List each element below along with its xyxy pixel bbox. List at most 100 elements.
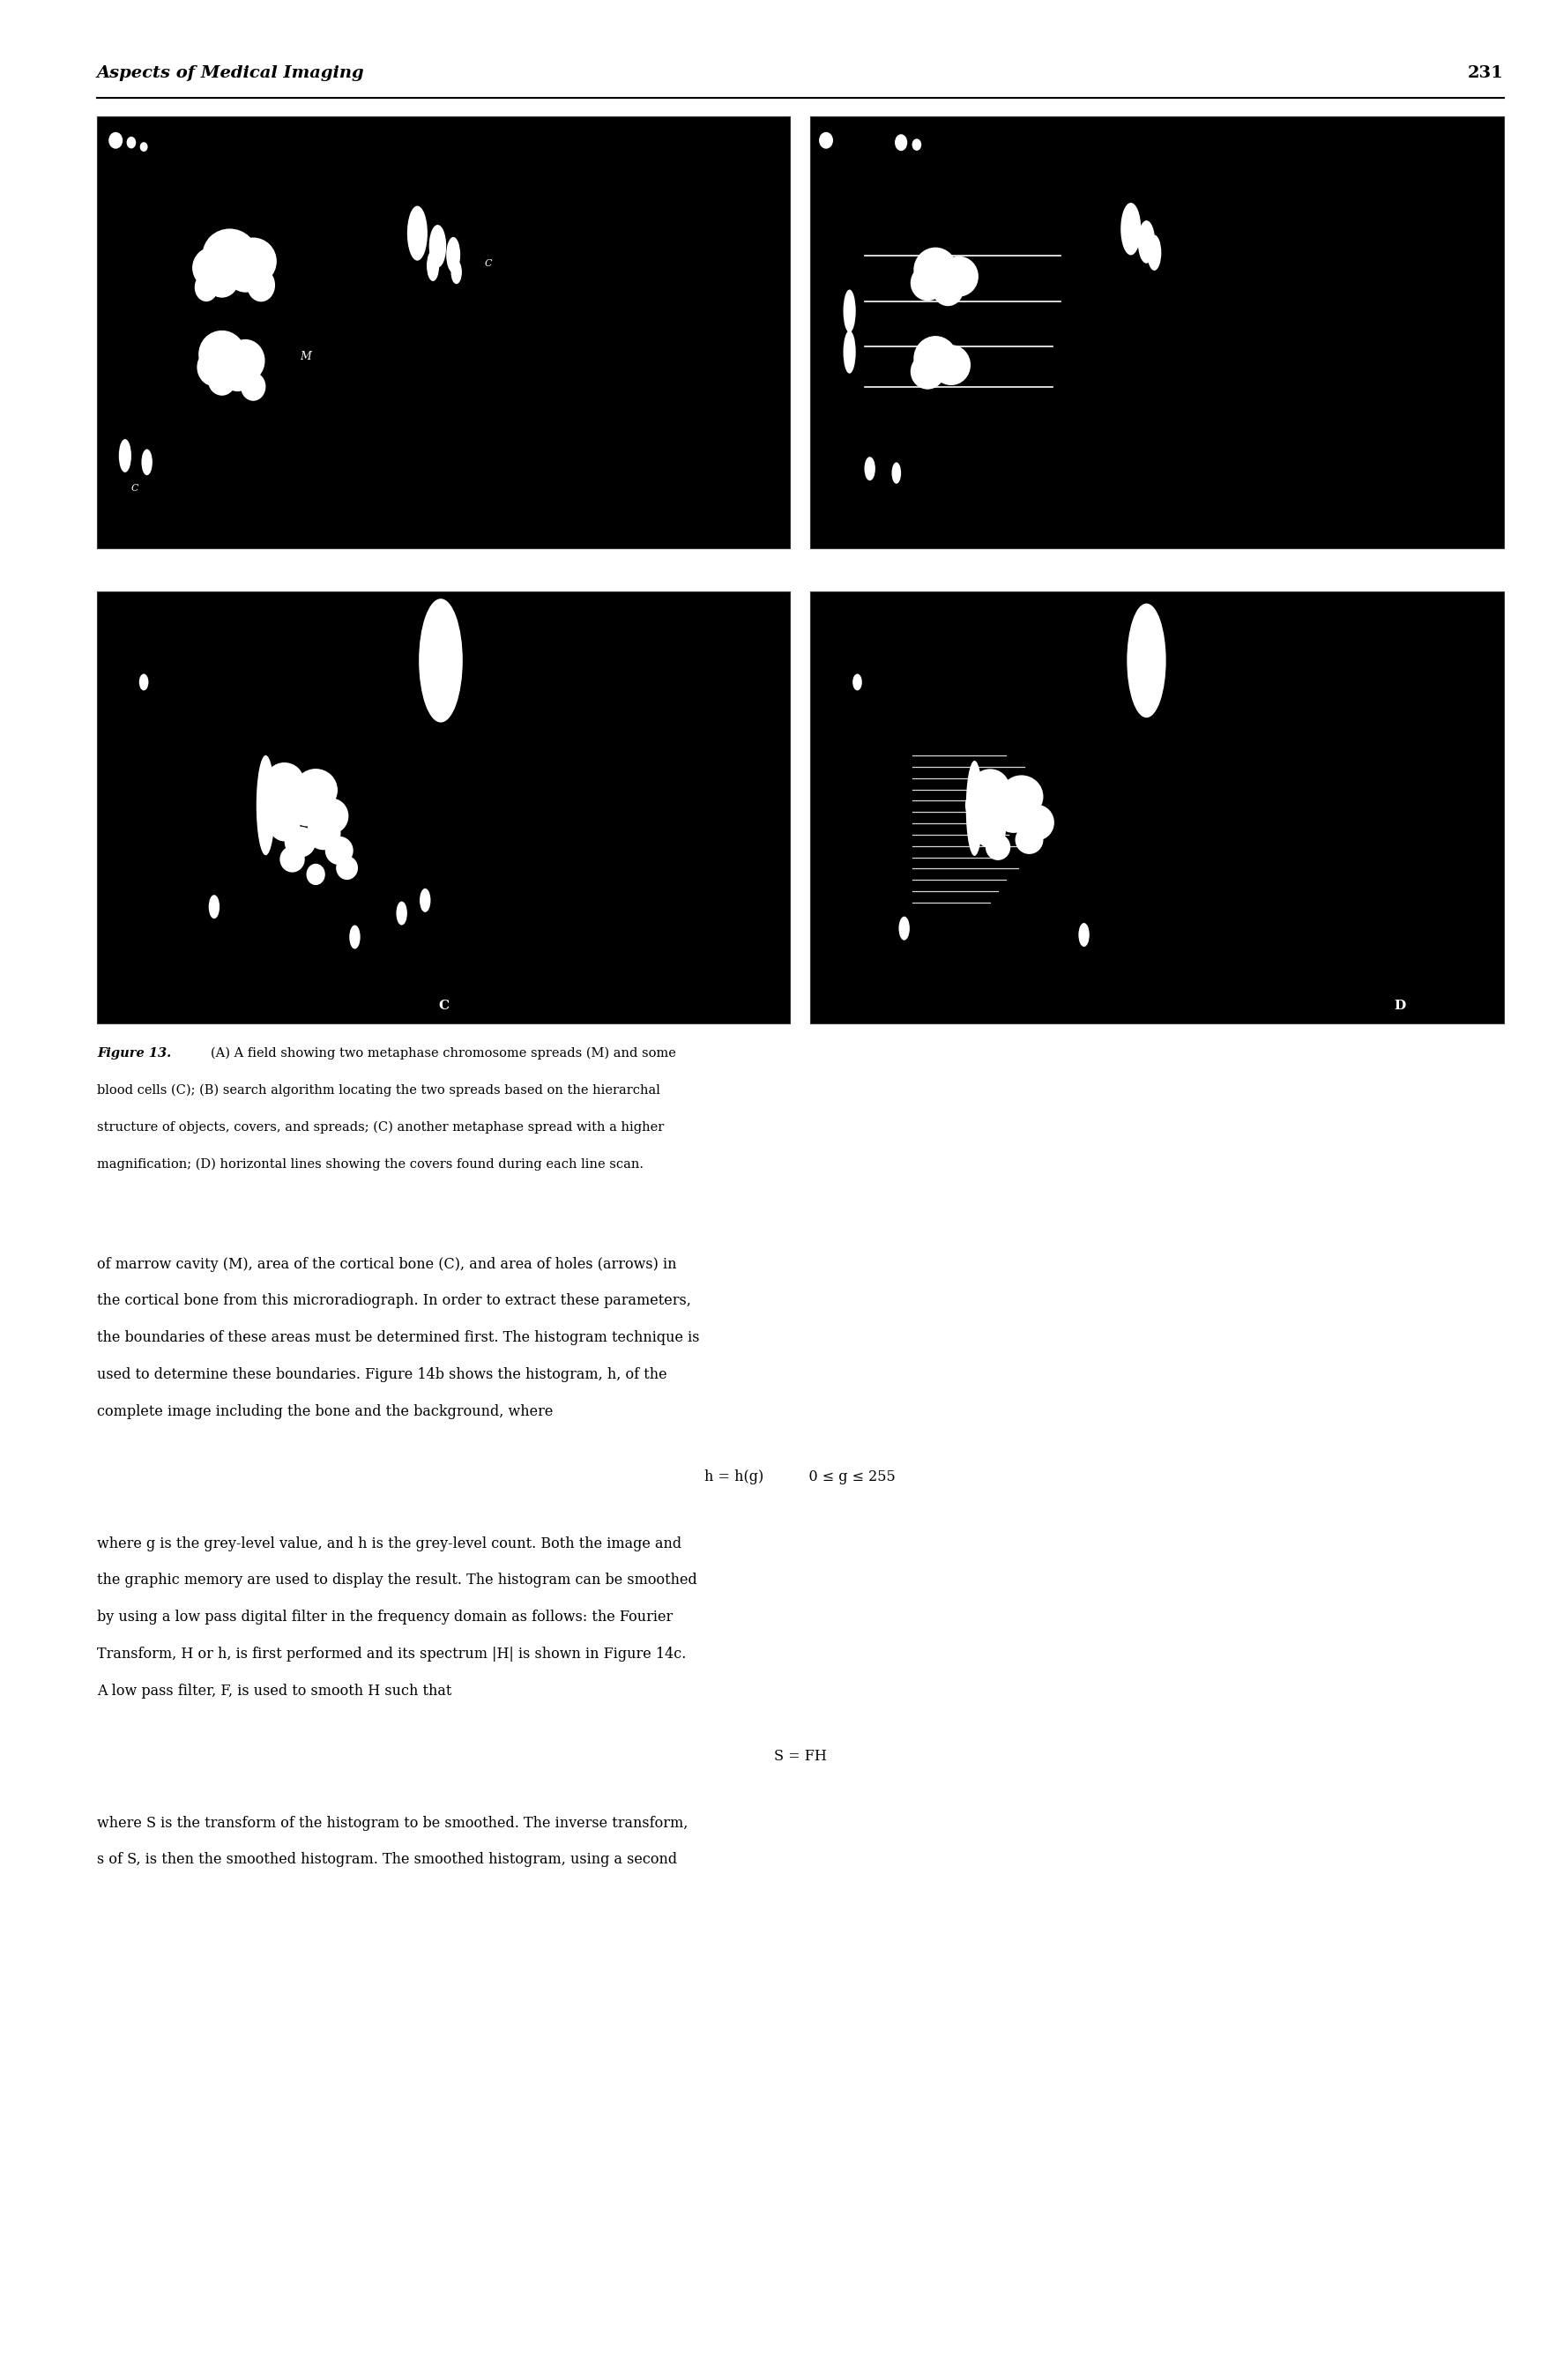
Ellipse shape	[225, 252, 266, 293]
Ellipse shape	[119, 438, 131, 471]
Ellipse shape	[932, 274, 963, 307]
Ellipse shape	[306, 864, 325, 885]
Ellipse shape	[1138, 221, 1155, 264]
Ellipse shape	[911, 355, 944, 390]
Ellipse shape	[209, 895, 219, 919]
Text: where g is the grey-level value, and h is the grey-level count. Both the image a: where g is the grey-level value, and h i…	[97, 1535, 681, 1552]
Ellipse shape	[408, 207, 428, 262]
Ellipse shape	[139, 674, 148, 690]
Ellipse shape	[294, 769, 338, 812]
Ellipse shape	[844, 290, 857, 333]
Text: where S is the transform of the histogram to be smoothed. The inverse transform,: where S is the transform of the histogra…	[97, 1816, 688, 1830]
Ellipse shape	[844, 331, 857, 374]
Ellipse shape	[194, 274, 219, 302]
Text: 231: 231	[1468, 64, 1504, 81]
Ellipse shape	[1127, 605, 1166, 719]
Text: (A) A field showing two metaphase chromosome spreads (M) and some: (A) A field showing two metaphase chromo…	[211, 1047, 677, 1059]
Text: the graphic memory are used to display the result. The histogram can be smoothed: the graphic memory are used to display t…	[97, 1573, 697, 1587]
Ellipse shape	[222, 355, 253, 390]
Ellipse shape	[966, 762, 983, 857]
Text: magnification; (D) horizontal lines showing the covers found during each line sc: magnification; (D) horizontal lines show…	[97, 1159, 644, 1171]
Ellipse shape	[864, 457, 875, 481]
Ellipse shape	[452, 259, 463, 283]
Text: the cortical bone from this microradiograph. In order to extract these parameter: the cortical bone from this microradiogr…	[97, 1295, 691, 1309]
Ellipse shape	[141, 143, 147, 152]
Text: C: C	[131, 483, 139, 493]
Ellipse shape	[932, 345, 971, 386]
Ellipse shape	[971, 769, 1010, 807]
Text: the boundaries of these areas must be determined first. The histogram technique : the boundaries of these areas must be de…	[97, 1330, 700, 1345]
Ellipse shape	[199, 331, 245, 378]
Text: D: D	[1394, 1000, 1405, 1012]
Ellipse shape	[1016, 826, 1044, 854]
Text: Aspects of Medical Imaging: Aspects of Medical Imaging	[97, 64, 364, 81]
Bar	[810, 593, 1504, 1023]
Ellipse shape	[994, 795, 1033, 833]
Ellipse shape	[109, 131, 122, 148]
Ellipse shape	[427, 250, 439, 281]
Ellipse shape	[259, 781, 294, 816]
Ellipse shape	[205, 259, 239, 298]
Ellipse shape	[142, 450, 153, 476]
Text: A low pass filter, F, is used to smooth H such that: A low pass filter, F, is used to smooth …	[97, 1683, 452, 1699]
Ellipse shape	[230, 238, 277, 286]
Bar	[810, 117, 1504, 550]
Ellipse shape	[203, 228, 256, 281]
Text: C: C	[438, 1000, 449, 1012]
Ellipse shape	[225, 340, 266, 383]
Ellipse shape	[264, 762, 303, 800]
Ellipse shape	[197, 347, 231, 386]
Text: Figure 13.: Figure 13.	[97, 1047, 172, 1059]
Ellipse shape	[447, 238, 461, 274]
Ellipse shape	[256, 754, 275, 854]
Ellipse shape	[1121, 202, 1141, 255]
Ellipse shape	[428, 224, 447, 267]
Ellipse shape	[284, 826, 316, 857]
Text: of marrow cavity (M), area of the cortical bone (C), and area of holes (arrows) : of marrow cavity (M), area of the cortic…	[97, 1257, 677, 1271]
Ellipse shape	[336, 857, 358, 881]
Bar	[97, 117, 791, 550]
Ellipse shape	[420, 888, 431, 912]
Ellipse shape	[819, 131, 833, 148]
Ellipse shape	[397, 902, 406, 926]
Ellipse shape	[1078, 923, 1089, 947]
Ellipse shape	[280, 847, 305, 873]
Ellipse shape	[269, 809, 300, 843]
Text: complete image including the bone and the background, where: complete image including the bone and th…	[97, 1404, 553, 1418]
Text: blood cells (C); (B) search algorithm locating the two spreads based on the hier: blood cells (C); (B) search algorithm lo…	[97, 1085, 660, 1097]
Ellipse shape	[853, 674, 863, 690]
Ellipse shape	[419, 600, 463, 724]
Ellipse shape	[288, 788, 328, 826]
Text: h = h(g)          0 ≤ g ≤ 255: h = h(g) 0 ≤ g ≤ 255	[705, 1471, 896, 1485]
Ellipse shape	[127, 136, 136, 148]
Ellipse shape	[247, 269, 275, 302]
Ellipse shape	[1021, 804, 1053, 840]
Ellipse shape	[192, 248, 236, 290]
Text: used to determine these boundaries. Figure 14b shows the histogram, h, of the: used to determine these boundaries. Figu…	[97, 1366, 667, 1383]
Ellipse shape	[985, 833, 1010, 859]
Text: by using a low pass digital filter in the frequency domain as follows: the Fouri: by using a low pass digital filter in th…	[97, 1609, 672, 1626]
Ellipse shape	[975, 814, 1007, 847]
Ellipse shape	[911, 264, 944, 300]
Text: Transform, H or h, is first performed and its spectrum |H| is shown in Figure 14: Transform, H or h, is first performed an…	[97, 1647, 686, 1661]
Ellipse shape	[899, 916, 910, 940]
Text: M: M	[300, 350, 311, 362]
Ellipse shape	[939, 257, 978, 298]
Ellipse shape	[241, 371, 266, 400]
Bar	[97, 593, 791, 1023]
Text: S = FH: S = FH	[774, 1749, 827, 1764]
Ellipse shape	[350, 926, 359, 950]
Text: structure of objects, covers, and spreads; (C) another metaphase spread with a h: structure of objects, covers, and spread…	[97, 1121, 664, 1133]
Ellipse shape	[892, 462, 900, 483]
Ellipse shape	[964, 788, 1000, 823]
Ellipse shape	[1147, 236, 1161, 271]
Ellipse shape	[208, 364, 236, 395]
Ellipse shape	[913, 138, 922, 150]
Ellipse shape	[913, 336, 957, 381]
Ellipse shape	[306, 816, 341, 850]
Ellipse shape	[913, 248, 957, 293]
Text: C: C	[485, 259, 492, 269]
Ellipse shape	[314, 797, 349, 833]
Text: s of S, is then the smoothed histogram. The smoothed histogram, using a second: s of S, is then the smoothed histogram. …	[97, 1852, 677, 1868]
Ellipse shape	[325, 835, 353, 864]
